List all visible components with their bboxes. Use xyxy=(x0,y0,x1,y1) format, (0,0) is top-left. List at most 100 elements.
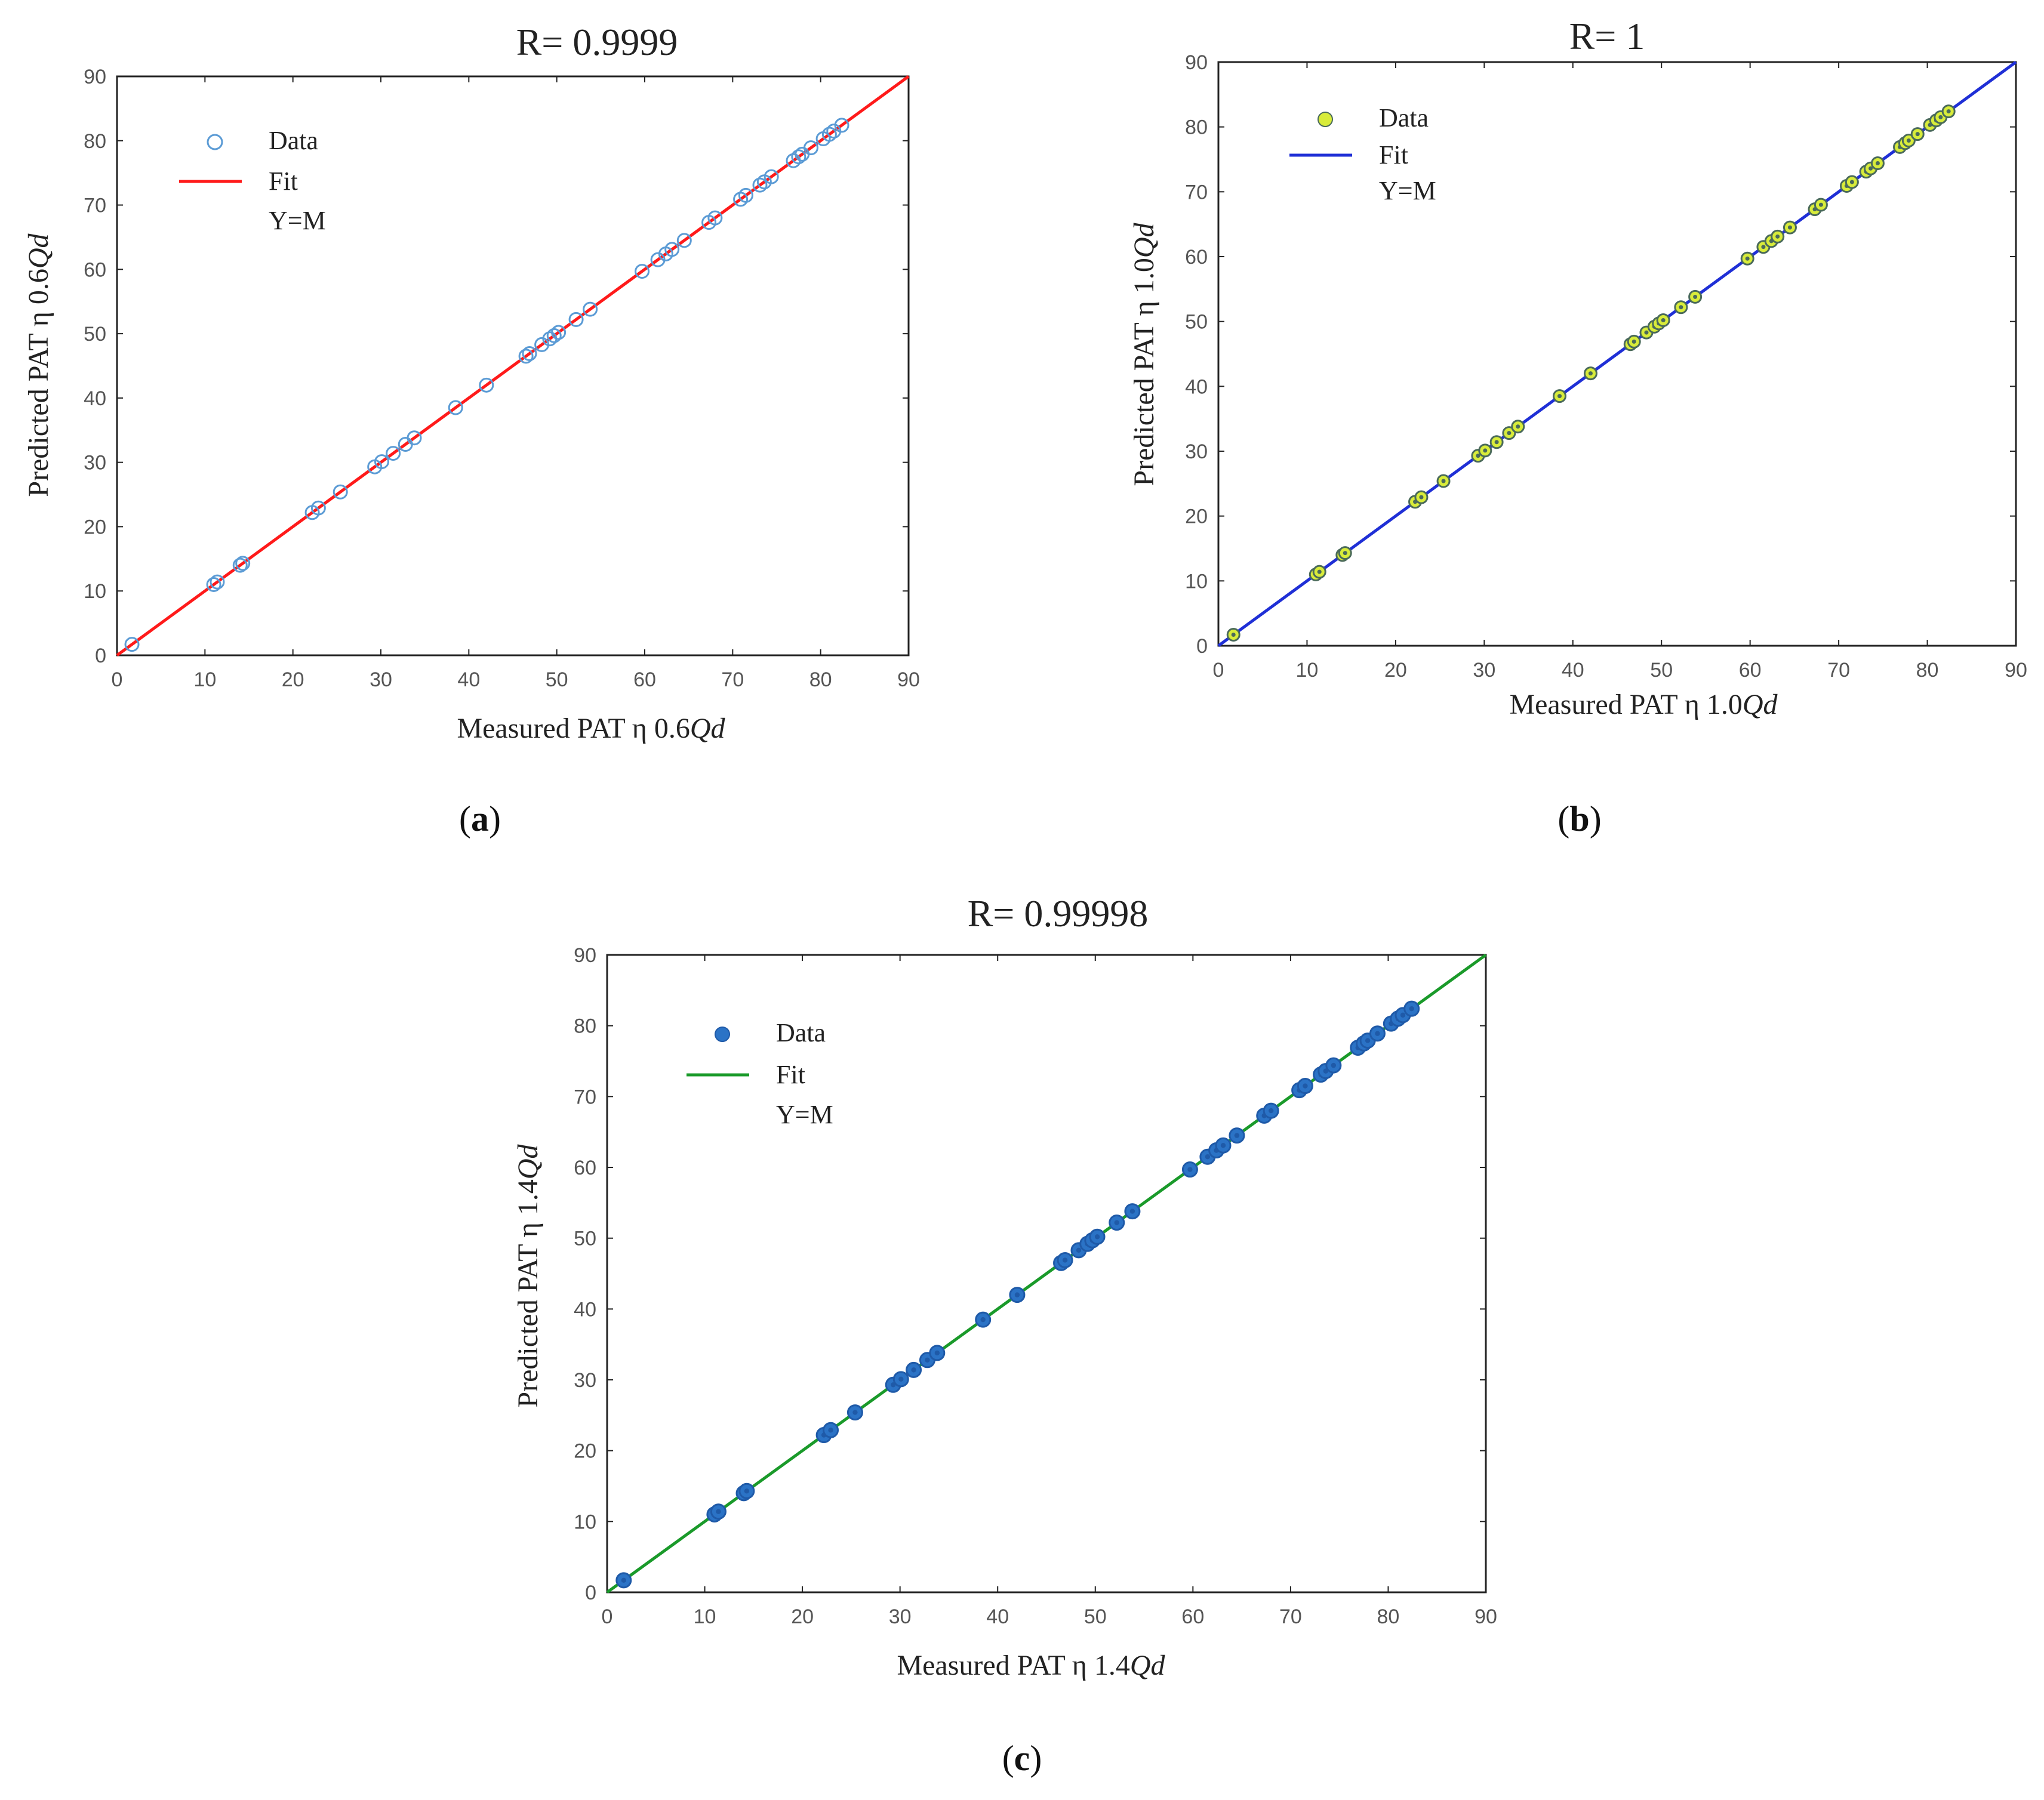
data-point xyxy=(232,557,248,573)
y-tick-label: 70 xyxy=(84,195,106,217)
legend-ref-label: Y=M xyxy=(1379,176,1436,205)
data-point-core xyxy=(621,1577,627,1583)
data-point-core xyxy=(1483,448,1488,453)
data-point-core xyxy=(1343,551,1347,556)
data-point-core xyxy=(1588,371,1593,376)
data-point xyxy=(803,140,818,156)
x-tick-label: 90 xyxy=(2005,659,2027,682)
x-tick-label: 90 xyxy=(897,668,920,691)
data-point xyxy=(518,349,534,364)
y-tick-label: 70 xyxy=(574,1086,596,1108)
chart-title: R= 1 xyxy=(1569,15,1645,57)
x-axis-title: Measured PAT η 1.0Qd xyxy=(1509,689,1778,720)
x-tick-label: 70 xyxy=(1827,659,1850,682)
data-point-core xyxy=(1205,1154,1211,1160)
legend: Data Fit Y=M xyxy=(687,1018,833,1129)
y-tick-label: 70 xyxy=(1185,181,1208,204)
data-point xyxy=(664,242,680,257)
data-point xyxy=(551,325,567,340)
legend-fit-label: Fit xyxy=(269,167,298,196)
y-tick-label: 80 xyxy=(574,1015,596,1038)
data-point xyxy=(738,187,753,203)
y-tick-label: 10 xyxy=(1185,570,1208,593)
y-tick-label: 30 xyxy=(574,1369,596,1392)
data-point xyxy=(707,210,723,226)
data-point-core xyxy=(1419,495,1424,500)
data-point xyxy=(448,400,463,415)
data-point-core xyxy=(1268,1108,1274,1114)
y-tick-label: 80 xyxy=(84,130,106,153)
y-tick-label: 20 xyxy=(574,1440,596,1463)
y-tick-label: 60 xyxy=(1185,246,1208,269)
data-point xyxy=(568,312,584,327)
x-tick-label: 30 xyxy=(1473,659,1495,682)
data-point xyxy=(310,500,326,516)
plot-frame xyxy=(606,954,1487,1594)
data-point-core xyxy=(1946,109,1951,114)
x-tick-label: 40 xyxy=(1562,659,1584,682)
chart-title: R= 0.9999 xyxy=(516,21,678,63)
x-tick-label: 70 xyxy=(721,668,744,691)
data-point-core xyxy=(744,1488,750,1494)
y-axis-title-ital: Qd xyxy=(512,1144,544,1179)
x-tick-label: 20 xyxy=(791,1605,814,1628)
panel-label-a: (a) xyxy=(459,799,501,839)
data-point-core xyxy=(1557,394,1562,399)
y-tick-label: 0 xyxy=(95,645,106,667)
data-point xyxy=(210,574,225,590)
panel-c: R= 0.99998 0 10 20 30 40 50 60 70 80 90 0 10 20 30 40 50… xyxy=(512,892,1497,1681)
x-tick-label: 0 xyxy=(602,1605,613,1628)
y-tick-label: 20 xyxy=(84,516,106,538)
data-point-core xyxy=(1476,454,1480,458)
y-axis-title: Predicted PAT η 1.0Qd xyxy=(1128,222,1160,486)
data-point xyxy=(834,118,849,133)
x-tick-label: 50 xyxy=(1084,1605,1107,1628)
data-point xyxy=(407,430,422,446)
y-axis-title-ital: Qd xyxy=(23,233,54,269)
data-point-core xyxy=(911,1367,916,1373)
data-point xyxy=(676,233,692,248)
data-point-core xyxy=(1076,1247,1082,1253)
x-tick-label: 20 xyxy=(282,668,304,691)
x-axis-title: Measured PAT η 0.6Qd xyxy=(457,713,725,744)
data-point xyxy=(479,377,494,393)
y-axis-title: Predicted PAT η 0.6Qd xyxy=(23,233,54,497)
chart-title: R= 0.99998 xyxy=(968,892,1149,935)
data-point xyxy=(583,301,598,317)
x-tick-label: 30 xyxy=(889,1605,912,1628)
x-tick-label: 0 xyxy=(112,668,123,691)
legend-fit-label: Fit xyxy=(1379,140,1408,169)
legend-data-marker xyxy=(715,1027,730,1042)
data-point-core xyxy=(1220,1143,1226,1148)
data-point-core xyxy=(1693,294,1698,299)
data-point-core xyxy=(828,1428,833,1433)
data-point xyxy=(374,454,389,470)
x-tick-label: 60 xyxy=(1181,1605,1204,1628)
y-axis-title-ital: Qd xyxy=(1128,222,1160,258)
x-axis-title-ital: Qd xyxy=(1130,1650,1166,1681)
plot-frame xyxy=(1217,61,2017,647)
legend-data-label: Data xyxy=(269,126,318,155)
y-tick-label: 0 xyxy=(585,1582,596,1604)
x-tick-label: 40 xyxy=(986,1605,1009,1628)
data-point-core xyxy=(1494,440,1499,445)
legend: Data Fit Y=M xyxy=(179,126,326,235)
x-tick-label: 50 xyxy=(546,668,568,691)
data-point-core xyxy=(1375,1031,1380,1036)
legend-data-label: Data xyxy=(1379,103,1429,132)
data-point-core xyxy=(716,1509,721,1514)
data-point-core xyxy=(1062,1257,1068,1263)
data-point-core xyxy=(1915,132,1920,137)
y-tick-label: 10 xyxy=(574,1511,596,1533)
panel-label-b: (b) xyxy=(1557,799,1601,839)
data-point-core xyxy=(852,1410,858,1415)
legend-data-marker xyxy=(207,134,223,150)
plot-frame xyxy=(116,75,910,656)
data-point xyxy=(386,446,401,461)
data-point-core xyxy=(1094,1234,1100,1240)
data-point-core xyxy=(1231,633,1236,637)
data-point-core xyxy=(1661,318,1666,322)
data-point-core xyxy=(1818,202,1823,207)
data-point-core xyxy=(1365,1038,1371,1043)
data-point xyxy=(522,346,537,362)
